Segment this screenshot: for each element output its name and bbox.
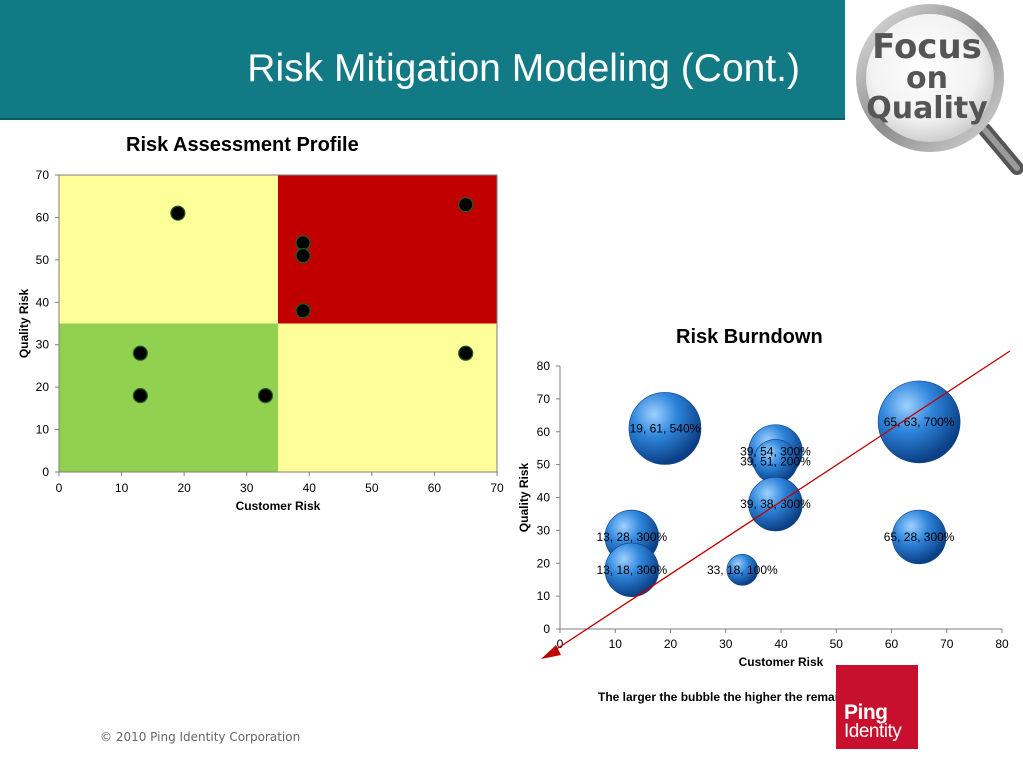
y-tick-label: 50 xyxy=(537,458,551,472)
y-tick-label: 30 xyxy=(537,523,551,537)
risk-assessment-chart: 0 10 20 30 40 50 60 70 0 10 20 30 40 50 60 70 Customer R… xyxy=(17,168,504,513)
header-bar xyxy=(0,0,845,120)
burndown-trend-line xyxy=(551,350,1011,653)
y-tick-label: 80 xyxy=(537,359,551,373)
y-tick-label: 40 xyxy=(537,491,551,505)
y-tick-label: 30 xyxy=(36,338,50,352)
x-tick-label: 10 xyxy=(609,637,623,651)
svg-text:Quality: Quality xyxy=(866,91,988,126)
focus-on-quality-logo: Focus on Quality xyxy=(845,0,1023,180)
bubble xyxy=(604,542,659,597)
bubble-label: 65, 28, 300% xyxy=(884,530,955,544)
x-tick-label: 60 xyxy=(428,481,442,495)
x-axis-label: Customer Risk xyxy=(739,655,824,669)
x-tick-label: 50 xyxy=(365,481,379,495)
x-tick-label: 70 xyxy=(940,637,954,651)
x-tick-label: 0 xyxy=(56,481,63,495)
y-tick-label: 60 xyxy=(537,425,551,439)
x-tick-label: 10 xyxy=(115,481,129,495)
data-point xyxy=(295,303,311,319)
x-tick-label: 60 xyxy=(885,637,899,651)
y-tick-label: 20 xyxy=(537,556,551,570)
bubble-label: 13, 28, 300% xyxy=(596,530,667,544)
data-point xyxy=(257,388,274,404)
bubble xyxy=(748,476,803,532)
y-tick-label: 70 xyxy=(537,392,551,406)
y-axis-label: Quality Risk xyxy=(17,288,31,358)
bubble-label: 39, 51, 200% xyxy=(740,454,811,468)
slide-title: Risk Mitigation Modeling (Cont.) xyxy=(247,47,800,90)
bubble-label: 33, 18, 100% xyxy=(707,563,778,577)
ping-identity-logo: Ping Identity xyxy=(836,665,918,749)
bubble-label: 13, 18, 300% xyxy=(596,563,667,577)
bubble xyxy=(891,509,947,565)
data-point xyxy=(132,345,148,361)
data-point xyxy=(295,248,311,264)
quadrant-low-risk xyxy=(59,323,278,472)
y-tick-label: 10 xyxy=(537,589,551,603)
bubble-label: 39, 54, 300% xyxy=(740,444,811,458)
y-axis-label: Quality Risk xyxy=(517,462,531,532)
bubble-note: The larger the bubble the higher the rem… xyxy=(598,690,889,704)
y-tick-label: 40 xyxy=(36,295,50,309)
plot-area-border xyxy=(58,174,498,473)
burndown-arrowhead xyxy=(541,645,561,659)
risk-burndown-chart: 0 10 20 30 40 50 60 70 80 0 10 20 30 40 50 60 70 80 Custom… xyxy=(517,350,1011,669)
bubble-label: 39, 38, 300% xyxy=(740,497,811,511)
y-tick-label: 60 xyxy=(36,210,50,224)
bubble xyxy=(628,392,702,465)
bubble xyxy=(877,380,961,464)
bubble xyxy=(726,554,759,586)
x-tick-label: 30 xyxy=(240,481,254,495)
x-tick-label: 20 xyxy=(177,481,191,495)
y-tick-label: 20 xyxy=(36,380,50,394)
data-point xyxy=(458,345,474,361)
bubble-label: 19, 61, 540% xyxy=(630,421,701,435)
data-point xyxy=(295,235,311,251)
chart2-title: Risk Burndown xyxy=(676,326,823,348)
svg-text:Focus: Focus xyxy=(872,27,982,67)
quadrant-low-customer-high-quality xyxy=(59,175,278,324)
y-tick-label: 10 xyxy=(36,423,50,437)
x-tick-label: 70 xyxy=(490,481,504,495)
x-tick-label: 0 xyxy=(557,637,564,651)
x-axis-label: Customer Risk xyxy=(236,499,321,513)
svg-text:on: on xyxy=(906,61,948,96)
data-point xyxy=(132,388,148,404)
x-tick-label: 20 xyxy=(664,637,678,651)
x-tick-label: 40 xyxy=(303,481,317,495)
y-tick-label: 0 xyxy=(42,465,49,479)
chart1-title: Risk Assessment Profile xyxy=(126,134,359,156)
data-point xyxy=(458,197,474,213)
x-tick-label: 80 xyxy=(995,637,1009,651)
bubble-label: 65, 63, 700% xyxy=(884,415,955,429)
x-tick-label: 50 xyxy=(830,637,844,651)
y-tick-label: 0 xyxy=(543,622,550,636)
x-tick-label: 30 xyxy=(719,637,733,651)
y-tick-label: 50 xyxy=(36,253,50,267)
x-tick-label: 40 xyxy=(774,637,788,651)
data-point xyxy=(170,205,186,221)
y-tick-label: 70 xyxy=(36,168,50,182)
copyright-text: © 2010 Ping Identity Corporation xyxy=(100,730,301,744)
